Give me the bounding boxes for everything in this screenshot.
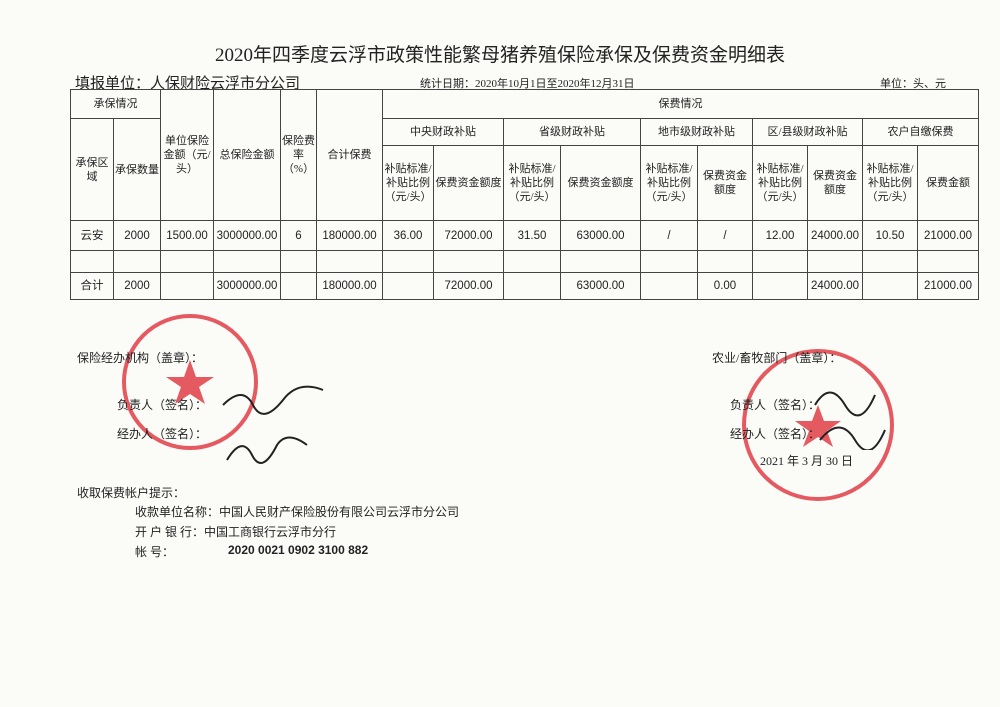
bank-name: 开 户 银 行：中国工商银行云浮市分行 [135,525,337,539]
payee-name: 收款单位名称：中国人民财产保险股份有限公司云浮市分公司 [135,505,460,519]
signature-insurer [222,385,324,464]
table-cell [917,250,979,273]
table-cell [160,272,214,300]
table-cell: 6 [280,220,317,251]
table-cell: 10.50 [862,220,918,251]
header-region: 承保区域 [70,118,114,221]
table-cell [316,250,383,273]
table-cell: 合计 [70,272,114,300]
account-hint: 收取保费帐户提示： [77,486,186,500]
table-cell [280,250,317,273]
table-cell: 72000.00 [433,220,504,251]
table-cell: 1500.00 [160,220,214,251]
table-cell [503,250,561,273]
header-amt-county: 保费资金额度 [807,145,863,221]
header-county: 区/县级财政补贴 [752,118,863,146]
table-cell: 3000000.00 [213,272,281,300]
header-underwriting: 承保情况 [70,89,161,119]
table-cell: 63000.00 [560,220,641,251]
table-cell [640,250,698,273]
header-amt-central: 保费资金额度 [433,145,504,221]
table-cell [752,250,808,273]
table-cell: 63000.00 [560,272,641,300]
table-cell [382,250,434,273]
insurer-head-label: 负责人（签名）： [117,398,208,412]
page-title: 2020年四季度云浮市政策性能繁母猪养殖保险承保及保费资金明细表 [214,45,785,66]
table-cell: 180000.00 [316,220,383,251]
header-total-premium: 合计保费 [316,89,383,221]
premium-table: 承保情况 单位保险金额（元/头） 总保险金额 保险费率（%） 合计保费 保费情况… [70,89,979,300]
table-cell [560,250,641,273]
header-amt-city: 保费资金额度 [697,145,753,221]
header-std-central: 补贴标准/补贴比例（元/头） [382,145,434,221]
table-cell: 180000.00 [316,272,383,300]
table-cell: 24000.00 [807,272,863,300]
table-cell: / [640,220,698,251]
table-cell [807,250,863,273]
table-cell [280,272,317,300]
header-city: 地市级财政补贴 [640,118,753,146]
table-cell [160,250,214,273]
header-std-county: 补贴标准/补贴比例（元/头） [752,145,808,221]
header-std-provincial: 补贴标准/补贴比例（元/头） [503,145,561,221]
table-cell: 2000 [113,220,161,251]
insurer-stamp [122,314,258,450]
header-farmer: 农户自缴保费 [862,118,979,146]
table-cell: 0.00 [697,272,753,300]
header-total-amount: 总保险金额 [213,89,281,221]
header-unit-amount: 单位保险金额（元/头） [160,89,214,221]
table-cell [503,272,561,300]
header-amt-farmer: 保费金额 [917,145,979,221]
insurer-org-label: 保险经办机构（盖章）： [77,351,204,365]
table-cell: 72000.00 [433,272,504,300]
table-cell: 12.00 [752,220,808,251]
filler-unit: 填报单位：人保财险云浮市分公司 [75,76,301,92]
agri-dept-stamp [742,349,894,501]
table-cell: 36.00 [382,220,434,251]
table-cell [213,250,281,273]
agri-dept-label: 农业/畜牧部门（盖章）： [712,351,842,365]
table-cell [697,250,753,273]
table-cell [70,250,114,273]
account-label: 帐 号： [135,545,175,559]
table-cell: 21000.00 [917,220,979,251]
insurer-handler-label: 经办人（签名）： [117,427,208,441]
header-premium: 保费情况 [382,89,979,119]
header-std-farmer: 补贴标准/补贴比例（元/头） [862,145,918,221]
header-central: 中央财政补贴 [382,118,504,146]
header-std-city: 补贴标准/补贴比例（元/头） [640,145,698,221]
sign-date: 2021 年 3 月 30 日 [760,454,854,468]
table-cell [752,272,808,300]
table-cell: 2000 [113,272,161,300]
table-cell [113,250,161,273]
signature-agri [814,391,886,450]
header-rate: 保险费率（%） [280,89,317,221]
header-amt-provincial: 保费资金额度 [560,145,641,221]
table-row: 合计 2000 3000000.00 180000.00 72000.00 63000.0… [70,272,979,300]
agri-handler-label: 经办人（签名）： [730,427,821,441]
table-cell [862,250,918,273]
unit-label: 单位：头、元 [880,78,946,90]
account-number: 2020 0021 0902 3100 882 [228,543,369,557]
table-cell: 21000.00 [917,272,979,300]
table-cell: 31.50 [503,220,561,251]
table-row [70,250,979,273]
table-row: 云安 2000 1500.00 3000000.00 6 180000.00 36.00 72… [70,220,979,251]
table-cell: 云安 [70,220,114,251]
table-cell [862,272,918,300]
table-cell: 3000000.00 [213,220,281,251]
table-cell [382,272,434,300]
table-cell: 24000.00 [807,220,863,251]
statistics-period: 统计日期：2020年10月1日至2020年12月31日 [420,78,635,90]
table-cell [433,250,504,273]
header-quantity: 承保数量 [113,118,161,221]
agri-head-label: 负责人（签名）： [730,398,821,412]
header-provincial: 省级财政补贴 [503,118,641,146]
table-cell [640,272,698,300]
table-cell: / [697,220,753,251]
